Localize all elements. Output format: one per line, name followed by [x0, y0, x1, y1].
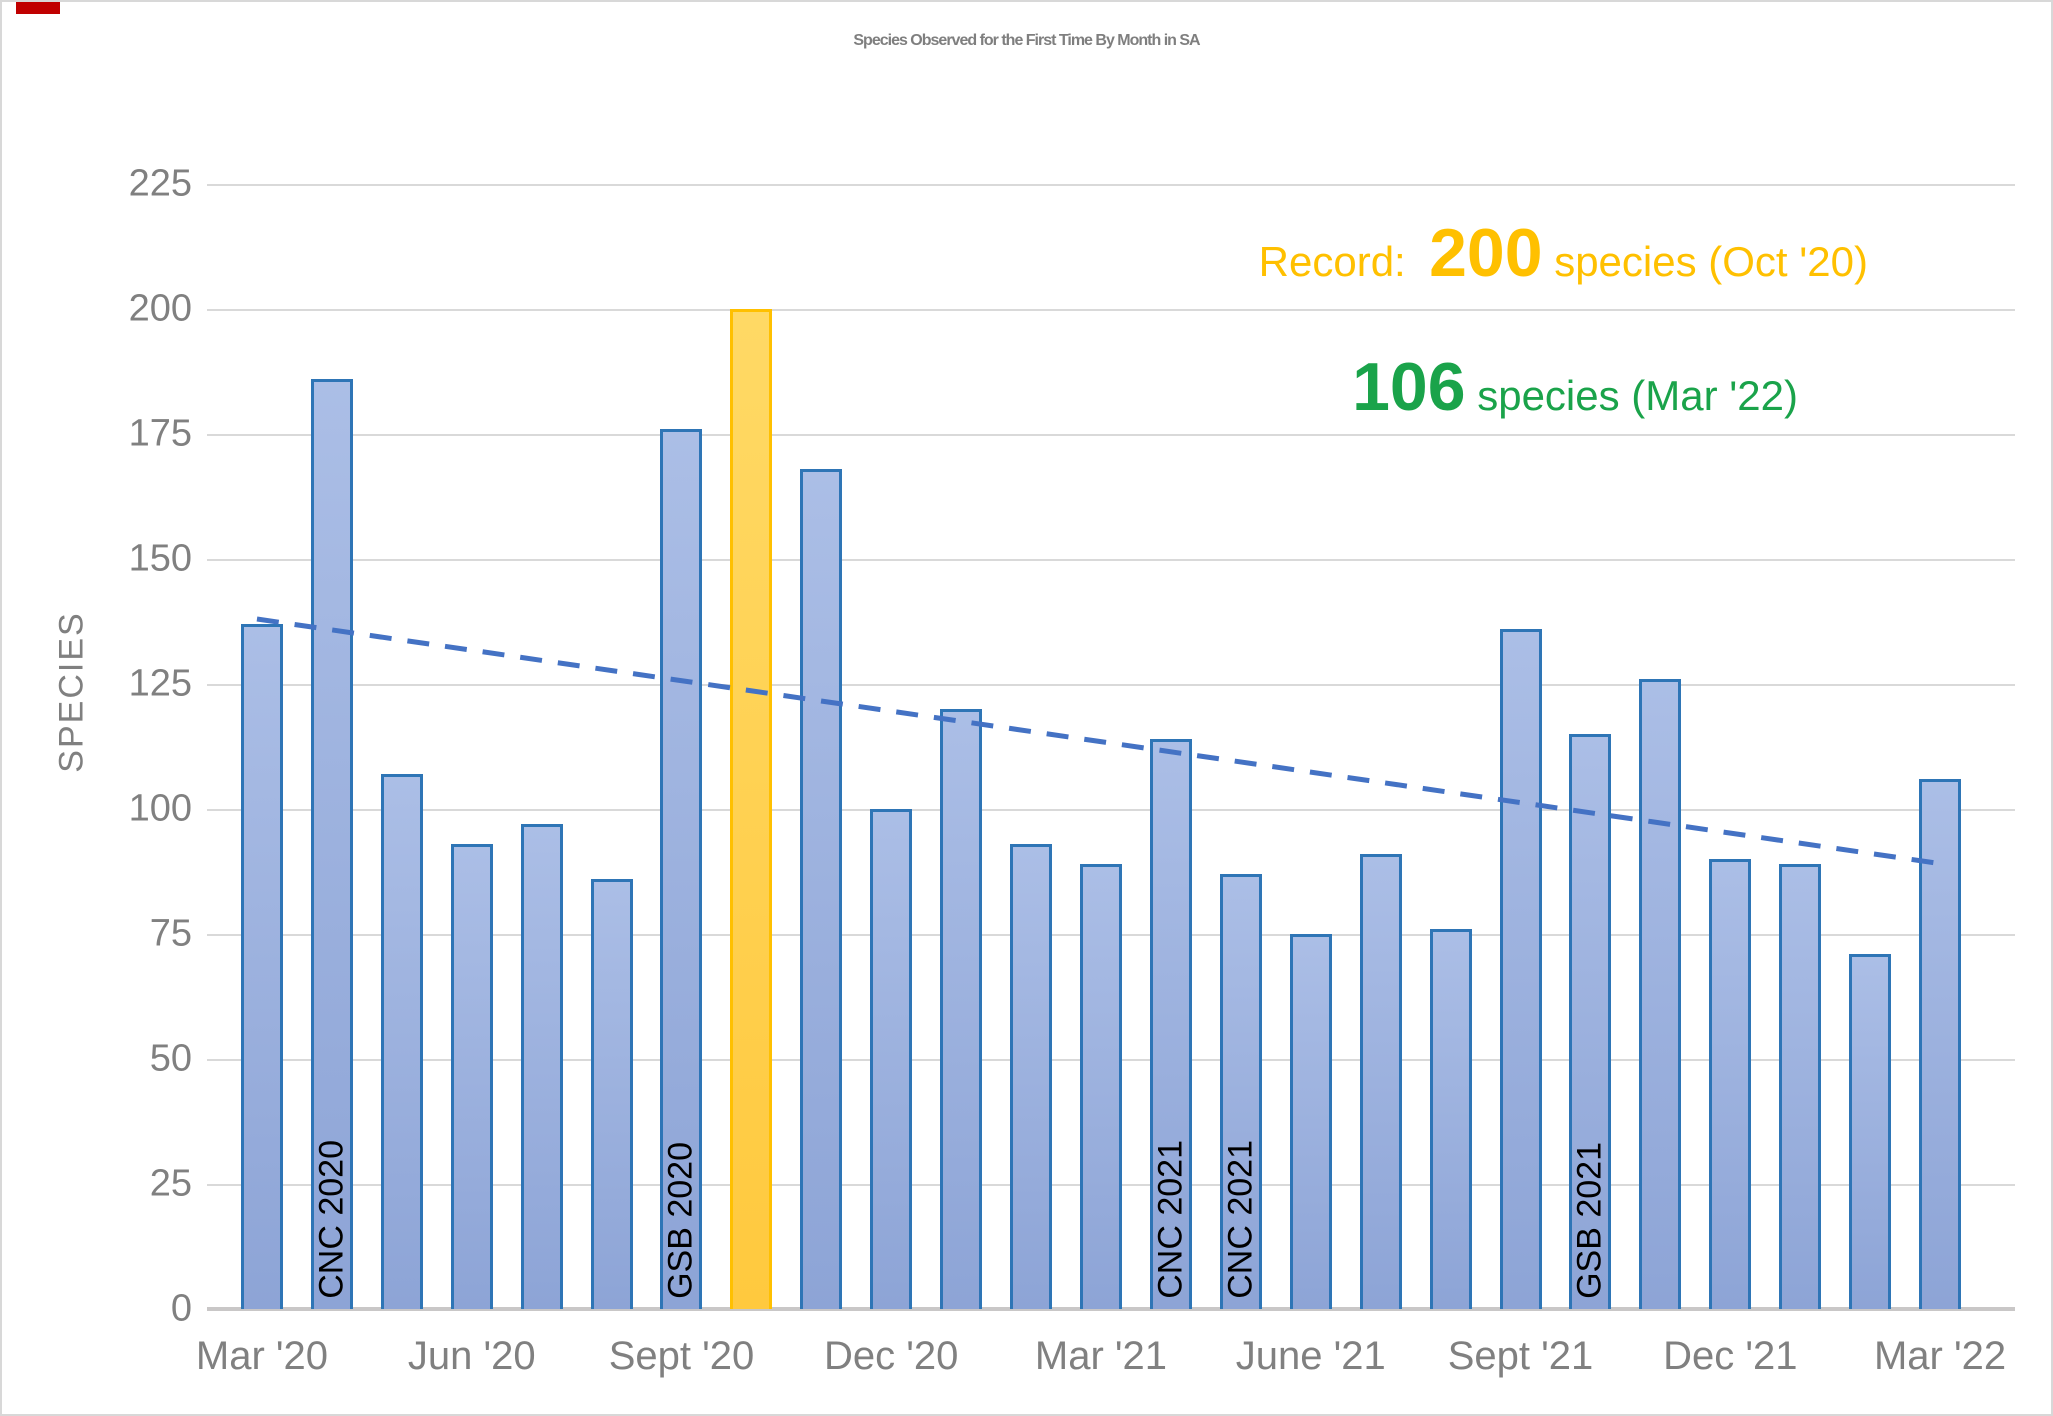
- y-tick-label: 200: [128, 287, 192, 330]
- gridline: [207, 309, 2015, 311]
- gridline: [207, 559, 2015, 561]
- bar-series: CNC 2020 GSB 2020 CNC 2021 CNC 2021 GSB 2021: [227, 184, 1975, 1309]
- record-prefix: Record:: [1258, 238, 1430, 285]
- gridline: [207, 434, 2015, 436]
- bar: [1289, 934, 1332, 1309]
- record-suffix: species (Oct '20): [1542, 238, 1868, 285]
- x-tick-label: Mar '21: [1034, 1334, 1168, 1378]
- x-tick-label: Dec '21: [1663, 1334, 1798, 1378]
- x-tick-label: Mar '20: [195, 1334, 329, 1378]
- record-value: 200: [1429, 215, 1543, 291]
- record-annotation: Record: 200 species (Oct '20): [1259, 214, 1868, 292]
- x-tick-label: Dec '20: [824, 1334, 959, 1378]
- corner-mark: [16, 2, 60, 14]
- bar: [800, 469, 843, 1309]
- bar: [1849, 954, 1892, 1309]
- x-tick-label: Jun '20: [407, 1334, 536, 1378]
- bar: [1010, 844, 1053, 1309]
- y-tick-label: 150: [128, 537, 192, 580]
- bar: [1709, 859, 1752, 1309]
- x-tick-label: Sept '20: [608, 1334, 755, 1378]
- gridline: [207, 684, 2015, 686]
- bar: [1639, 679, 1682, 1309]
- gridline: [207, 809, 2015, 811]
- x-tick-label: Sept '21: [1447, 1334, 1594, 1378]
- bar: [940, 709, 983, 1309]
- bar: [240, 624, 283, 1309]
- latest-value: 106: [1352, 349, 1466, 425]
- bar: GSB 2021: [1569, 734, 1612, 1309]
- bar: [870, 809, 913, 1309]
- bar: [1499, 629, 1542, 1309]
- bar: CNC 2020: [310, 379, 353, 1309]
- y-tick-label: 125: [128, 662, 192, 705]
- bar: CNC 2021: [1149, 739, 1192, 1309]
- bar: [590, 879, 633, 1309]
- latest-suffix: species (Mar '22): [1465, 372, 1798, 419]
- x-axis-line: [207, 1307, 2015, 1311]
- x-tick-label: June '21: [1235, 1334, 1386, 1378]
- y-tick-label: 75: [149, 912, 192, 955]
- bar: [1779, 864, 1822, 1309]
- y-tick-label: 25: [149, 1162, 192, 1205]
- y-tick-label: 175: [128, 412, 192, 455]
- y-tick-label: 100: [128, 787, 192, 830]
- bar: [380, 774, 423, 1309]
- bar: GSB 2020: [660, 429, 703, 1309]
- chart-title: Species Observed for the First Time By M…: [853, 32, 1200, 49]
- bar: [450, 844, 493, 1309]
- gridline: [207, 184, 2015, 186]
- x-tick-label: Mar '22: [1873, 1334, 2007, 1378]
- bar: CNC 2021: [1219, 874, 1262, 1309]
- trendline: [256, 616, 1944, 867]
- y-tick-label: 0: [170, 1287, 192, 1330]
- bar: [1919, 779, 1962, 1309]
- bar: [1359, 854, 1402, 1309]
- plot-area: CNC 2020 GSB 2020 CNC 2021 CNC 2021 GSB 2021: [207, 184, 2015, 1311]
- bar: [1080, 864, 1122, 1309]
- y-tick-label: 225: [128, 162, 192, 205]
- y-tick-label: 50: [149, 1037, 192, 1080]
- latest-annotation: 106 species (Mar '22): [1352, 348, 1798, 426]
- bar: [1429, 929, 1472, 1309]
- bar-highlight: [730, 309, 773, 1309]
- bar: [520, 824, 563, 1309]
